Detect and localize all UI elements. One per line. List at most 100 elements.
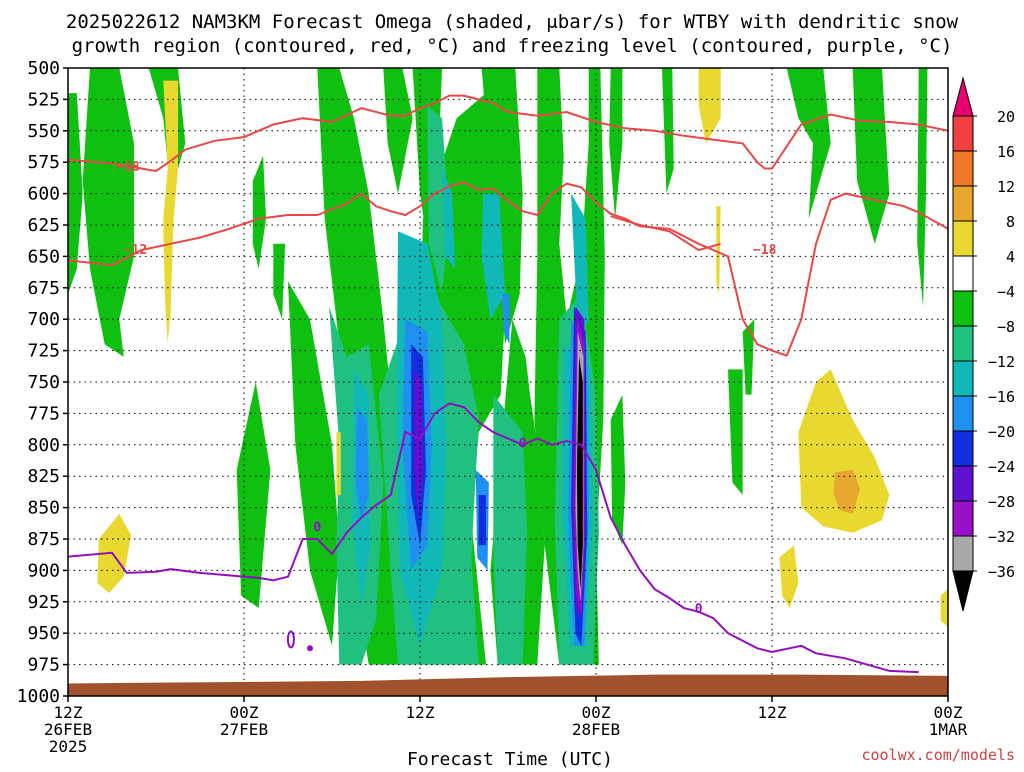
dgz-contour-label-0: −18	[116, 160, 140, 175]
dgz-contour-label-2: −18	[753, 243, 777, 258]
colorbar-label-12: −32	[988, 528, 1015, 546]
temperature-contours: −18 −12 −18 0 0 0	[68, 94, 948, 674]
colorbar-swatch-5	[952, 255, 974, 292]
omega-region-blue-34	[355, 407, 369, 521]
y-tick-label-825: 825	[27, 466, 60, 487]
colorbar-label-2: 12	[997, 178, 1015, 196]
y-tick-label-750: 750	[27, 372, 60, 393]
colorbar-swatch-10	[952, 430, 974, 467]
freezing-contour-label-1: 0	[519, 436, 527, 451]
grid-lines	[68, 68, 948, 696]
dgz-contour-line-1	[68, 181, 948, 357]
omega-region-green-7	[317, 68, 391, 433]
colorbar-label-4: 4	[1006, 248, 1015, 266]
omega-region-green-12	[481, 68, 523, 345]
colorbar-swatch-1	[952, 115, 974, 152]
omega-region-orange-56	[833, 469, 860, 514]
y-tick-label-675: 675	[27, 278, 60, 299]
omega-region-indigo-42	[414, 369, 423, 521]
omega-region-yellow-51	[698, 68, 721, 144]
x-tick-label-12-0: 00Z	[230, 703, 259, 722]
y-tick-label-775: 775	[27, 403, 60, 424]
omega-region-green-18	[742, 319, 755, 395]
freezing-contour-label-2: 0	[695, 602, 703, 617]
freezing-contour-label-0: 0	[313, 520, 321, 535]
y-tick-label-700: 700	[27, 309, 60, 330]
x-tick-label-36-0: 00Z	[582, 703, 611, 722]
omega-region-yellow-49	[97, 513, 132, 593]
colorbar-label-10: −24	[988, 458, 1015, 476]
y-tick-label-500: 500	[27, 58, 60, 79]
colorbar-swatch-7	[952, 325, 974, 362]
x-tick-label-60-1: 1MAR	[929, 720, 968, 739]
y-tick-label-800: 800	[27, 435, 60, 456]
colorbar-swatch-13	[952, 535, 974, 572]
colorbar-label-9: −20	[988, 423, 1015, 441]
ground-surface	[68, 674, 948, 696]
colorbar-swatch-8	[952, 360, 974, 397]
omega-region-yellow-50	[336, 432, 341, 495]
omega-region-yellow-53	[798, 369, 890, 533]
omega-region-green-1	[68, 93, 83, 295]
colorbar-swatch-11	[952, 465, 974, 502]
colorbar-swatch-6	[952, 290, 974, 327]
y-tick-label-725: 725	[27, 341, 60, 362]
x-tick-label-0-2: 2025	[49, 737, 88, 756]
y-tick-label-525: 525	[27, 89, 60, 110]
freezing-contour-line-0	[68, 402, 919, 674]
credit-text: coolwx.com/models	[861, 746, 1015, 764]
dgz-contour-label-1: −12	[124, 243, 147, 258]
omega-region-teal-25	[427, 105, 450, 295]
colorbar-swatch-3	[952, 185, 974, 222]
y-tick-label-875: 875	[27, 529, 60, 550]
colorbar-label-13: −36	[988, 563, 1015, 581]
colorbar-swatch-2	[952, 150, 974, 187]
omega-region-green-10	[412, 68, 442, 244]
omega-region-blue-38	[502, 294, 510, 345]
omega-region-green-21	[852, 68, 890, 244]
x-tick-label-48-0: 12Z	[758, 703, 787, 722]
y-tick-label-625: 625	[27, 215, 60, 236]
omega-shading	[68, 68, 948, 665]
omega-region-yellow-54	[779, 545, 799, 609]
omega-region-green-19	[728, 369, 743, 495]
colorbar-label-1: 16	[997, 143, 1015, 161]
omega-region-cyan-30	[442, 168, 456, 269]
freezing-contour-ring-0	[286, 630, 295, 649]
x-tick-label-12-1: 27FEB	[220, 720, 268, 739]
omega-region-green-6	[288, 281, 340, 646]
x-tick-label-0-0: 12Z	[54, 703, 83, 722]
omega-region-yellow-55	[940, 589, 948, 627]
omega-region-teal-26	[493, 394, 528, 665]
colorbar-swatch-12	[952, 500, 974, 537]
x-tick-label-36-1: 28FEB	[572, 720, 620, 739]
omega-region-green-5	[273, 243, 286, 320]
colorbar: 20 16 12 8 4 −4 −8 −12 −16 −20 −24 −28 −32 −36	[952, 76, 1015, 612]
colorbar-swatch-9	[952, 395, 974, 432]
omega-region-green-0	[82, 68, 134, 357]
colorbar-label-5: −4	[997, 283, 1015, 301]
x-tick-label-60-0: 00Z	[934, 703, 963, 722]
omega-region-green-22	[917, 68, 928, 307]
omega-region-black-46	[576, 356, 583, 590]
y-tick-label-850: 850	[27, 498, 60, 519]
dgz-contour-line-2	[610, 215, 721, 252]
y-tick-label-925: 925	[27, 592, 60, 613]
chart-title-line1: 2025022612 NAM3KM Forecast Omega (shaded…	[66, 11, 959, 33]
ground-fill	[68, 674, 948, 696]
y-tick-label-1000: 1000	[17, 686, 60, 707]
omega-region-green-3	[252, 155, 266, 269]
x-axis-label: Forecast Time (UTC)	[407, 749, 613, 768]
colorbar-label-8: −16	[988, 388, 1015, 406]
colorbar-cap-top	[952, 76, 974, 117]
y-tick-label-975: 975	[27, 655, 60, 676]
y-tick-label-600: 600	[27, 184, 60, 205]
colorbar-cap-bottom	[952, 570, 974, 612]
x-tick-label-24-0: 12Z	[406, 703, 435, 722]
omega-region-green-20	[786, 68, 831, 219]
dgz-contour-line-0	[68, 94, 948, 173]
colorbar-label-11: −28	[988, 493, 1015, 511]
